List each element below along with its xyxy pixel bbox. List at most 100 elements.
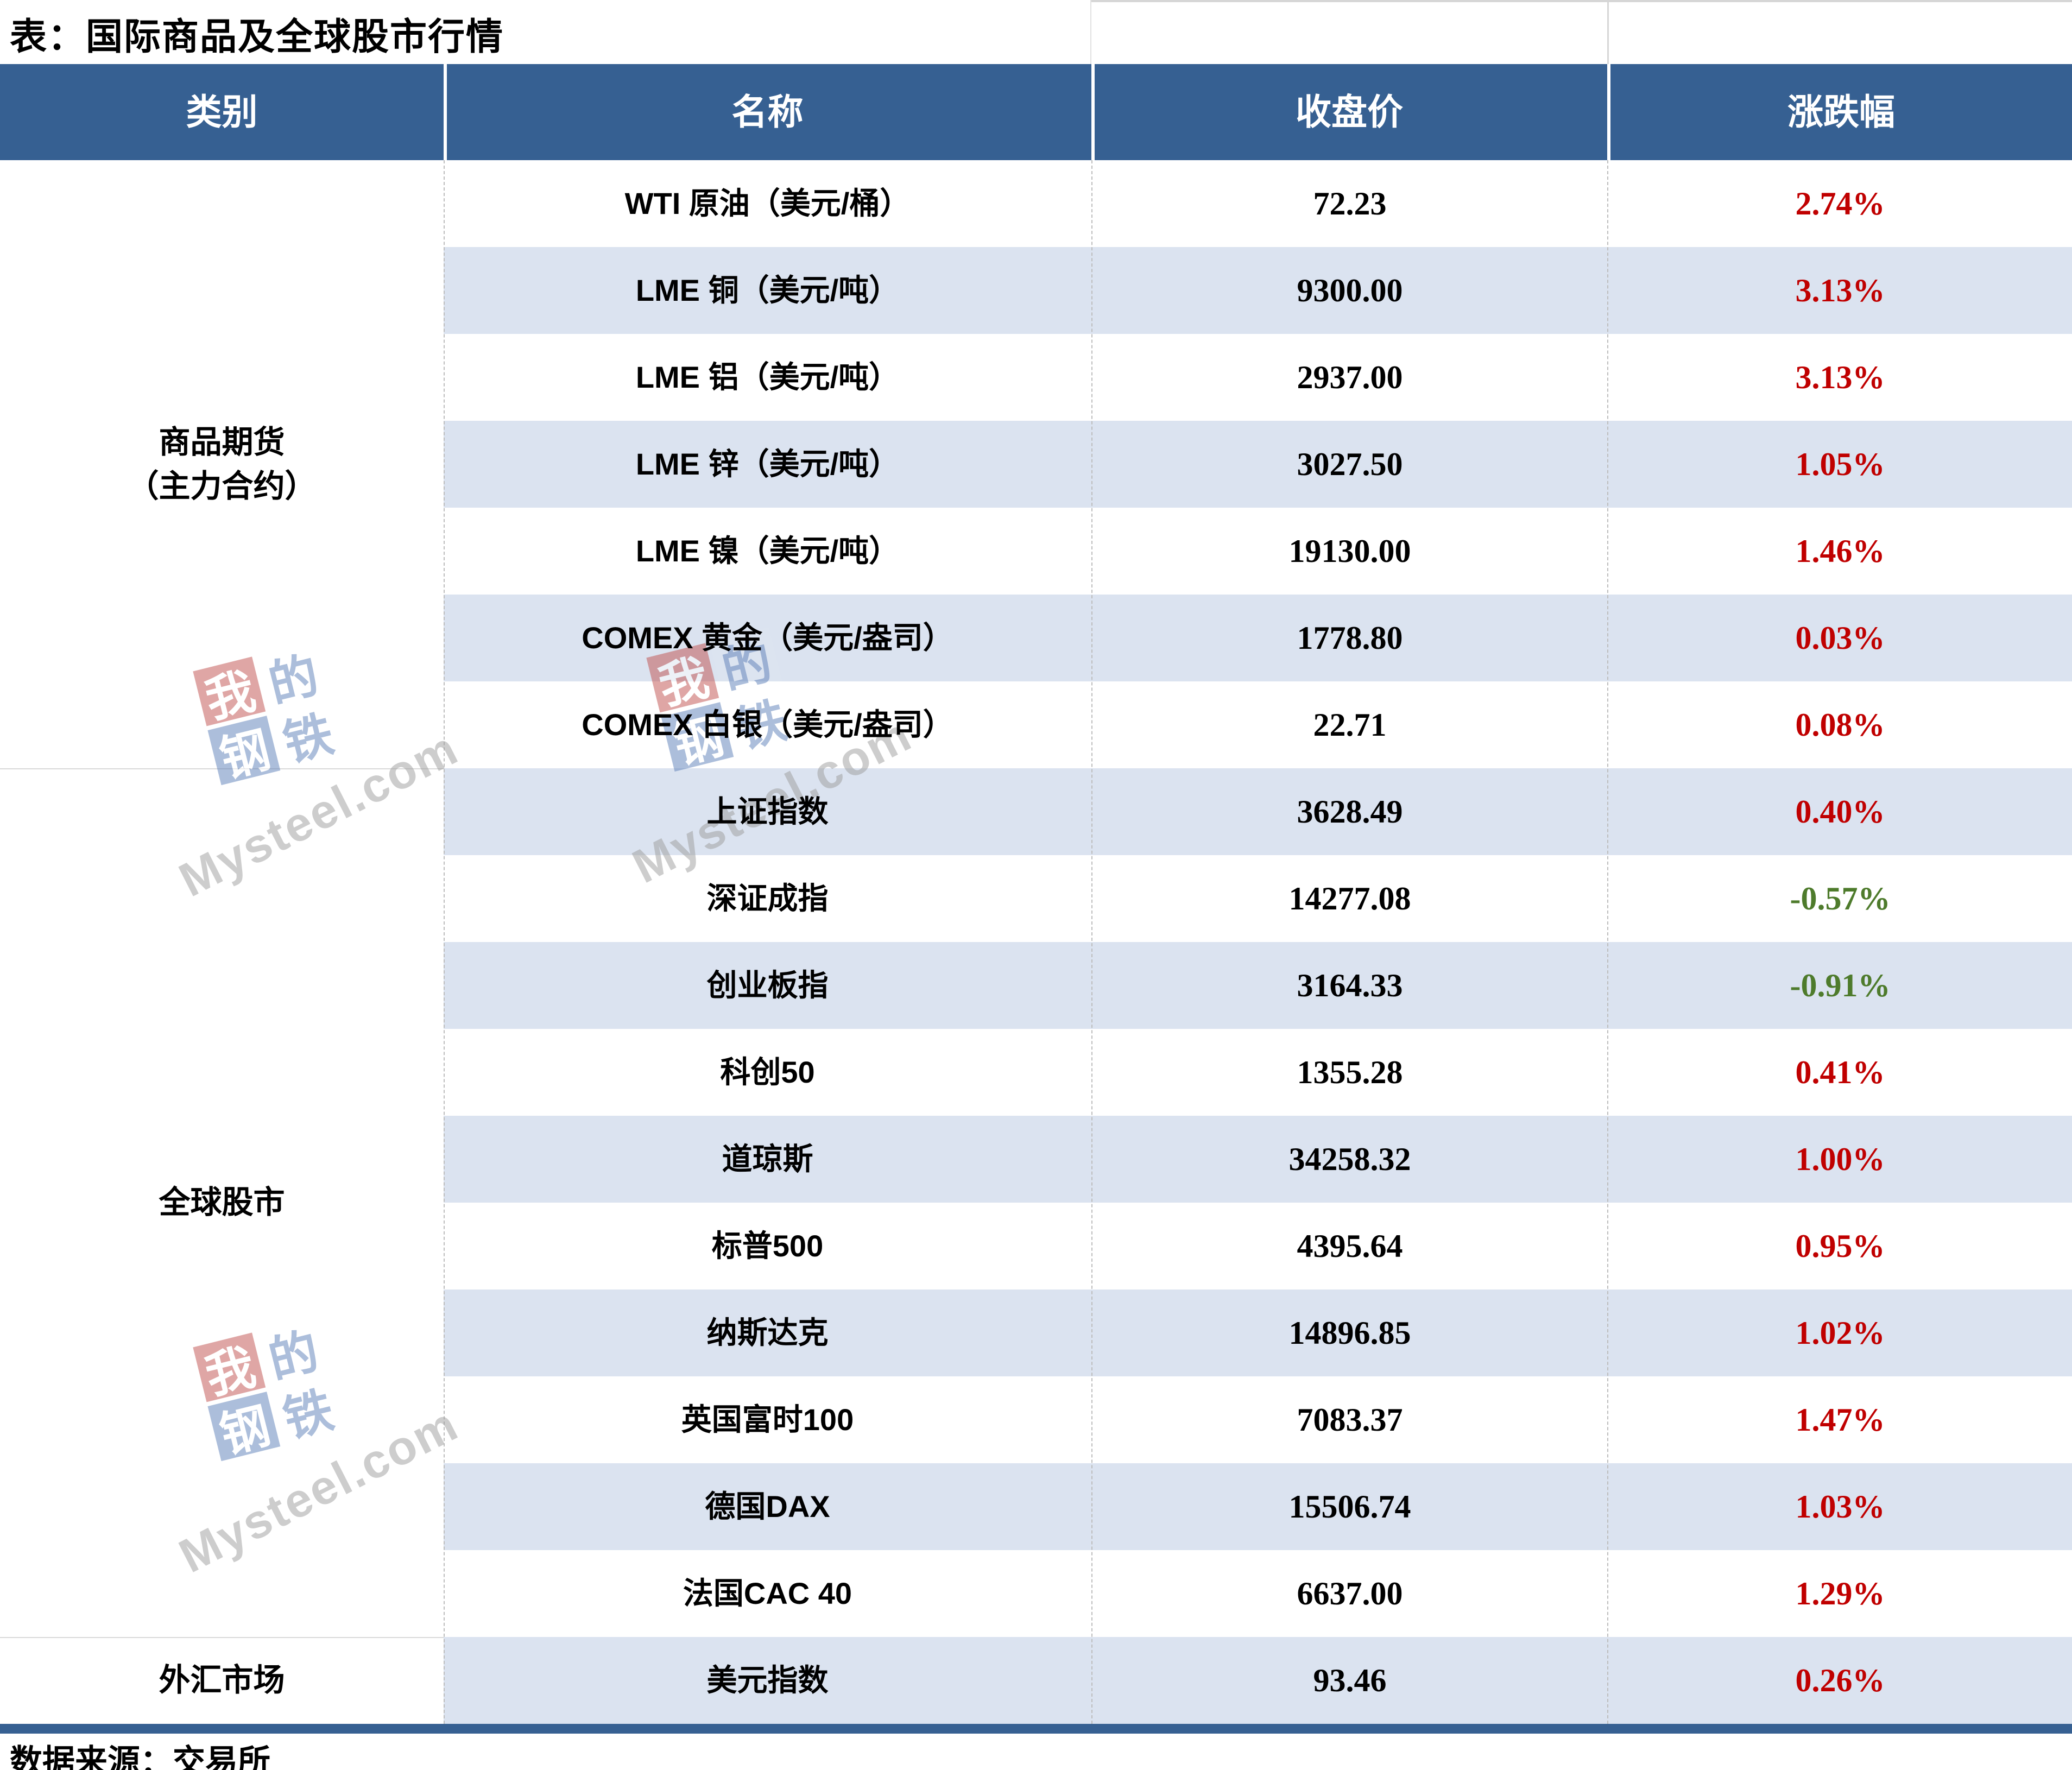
instrument-name-text: 法国CAC 40 <box>683 1576 852 1610</box>
instrument-name-text: 道琼斯 <box>722 1142 813 1176</box>
instrument-name-text: LME 镍（美元/吨） <box>635 534 900 568</box>
header-category: 类别 <box>186 92 258 132</box>
change-percent-text: 1.47% <box>1795 1402 1885 1438</box>
instrument-name: COMEX 白银（美元/盎司） <box>444 681 1091 768</box>
close-price: 72.23 <box>1091 160 1608 247</box>
change-percent: 1.02% <box>1608 1289 2072 1376</box>
change-percent-text: -0.91% <box>1790 968 1891 1003</box>
close-price: 7083.37 <box>1091 1376 1608 1463</box>
change-percent: 1.00% <box>1608 1116 2072 1203</box>
close-price-text: 1355.28 <box>1297 1054 1403 1090</box>
category-forex-market: 外汇市场 <box>0 1637 444 1724</box>
instrument-name-text: 上证指数 <box>706 794 829 829</box>
instrument-name: 美元指数 <box>444 1637 1091 1724</box>
instrument-name: 深证成指 <box>444 855 1091 942</box>
table-row: 道琼斯 34258.32 1.00% <box>0 1116 2072 1203</box>
close-price-text: 19130.00 <box>1288 533 1411 569</box>
instrument-name: 科创50 <box>444 1029 1091 1116</box>
instrument-name-text: 科创50 <box>720 1055 815 1089</box>
table-row: LME 铜（美元/吨） 9300.00 3.13% <box>0 247 2072 334</box>
instrument-name-text: COMEX 白银（美元/盎司） <box>582 707 953 742</box>
table-body: WTI 原油（美元/桶） 72.23 2.74% LME 铜（美元/吨） 930… <box>0 160 2072 1724</box>
close-price-text: 14277.08 <box>1288 881 1411 916</box>
instrument-name: LME 锌（美元/吨） <box>444 421 1091 508</box>
close-price: 9300.00 <box>1091 247 1608 334</box>
close-price: 22.71 <box>1091 681 1608 768</box>
change-percent: 3.13% <box>1608 334 2072 421</box>
instrument-name-text: 美元指数 <box>706 1663 829 1697</box>
change-percent-text: 0.26% <box>1795 1662 1885 1698</box>
category-text: 全球股市 <box>159 1185 285 1221</box>
instrument-name-text: 深证成指 <box>706 881 829 915</box>
table-row: COMEX 黄金（美元/盎司） 1778.80 0.03% <box>0 595 2072 681</box>
close-price: 2937.00 <box>1091 334 1608 421</box>
instrument-name: 道琼斯 <box>444 1116 1091 1203</box>
column-divider <box>444 160 445 1724</box>
instrument-name-text: 纳斯达克 <box>706 1316 829 1350</box>
category-global-stocks: 全球股市 <box>0 768 444 1637</box>
close-price: 34258.32 <box>1091 1116 1608 1203</box>
table-row: 上证指数 3628.49 0.40% <box>0 768 2072 855</box>
instrument-name: 纳斯达克 <box>444 1289 1091 1376</box>
close-price: 19130.00 <box>1091 508 1608 595</box>
change-percent-text: 0.40% <box>1795 794 1885 830</box>
table-row: 德国DAX 15506.74 1.03% <box>0 1463 2072 1550</box>
change-percent: 1.46% <box>1608 508 2072 595</box>
change-percent-text: 1.46% <box>1795 533 1885 569</box>
instrument-name-text: LME 铜（美元/吨） <box>635 273 900 307</box>
change-percent: 1.47% <box>1608 1376 2072 1463</box>
table-row: LME 锌（美元/吨） 3027.50 1.05% <box>0 421 2072 508</box>
change-percent: 1.03% <box>1608 1463 2072 1550</box>
category-text: 商品期货 <box>159 424 285 460</box>
change-percent: 0.40% <box>1608 768 2072 855</box>
close-price: 14277.08 <box>1091 855 1608 942</box>
close-price-text: 3027.50 <box>1297 446 1403 482</box>
table-row: 法国CAC 40 6637.00 1.29% <box>0 1550 2072 1637</box>
table-row: 深证成指 14277.08 -0.57% <box>0 855 2072 942</box>
close-price-text: 2937.00 <box>1297 359 1403 395</box>
instrument-name: LME 铝（美元/吨） <box>444 334 1091 421</box>
close-price: 3628.49 <box>1091 768 1608 855</box>
instrument-name-text: LME 铝（美元/吨） <box>635 360 900 394</box>
instrument-name: 英国富时100 <box>444 1376 1091 1463</box>
header-separator <box>1607 64 1610 160</box>
instrument-name-text: 德国DAX <box>705 1489 830 1524</box>
close-price-text: 6637.00 <box>1297 1576 1403 1611</box>
title-column-divider-2 <box>1607 0 1609 64</box>
change-percent: 0.03% <box>1608 595 2072 681</box>
close-price-text: 1778.80 <box>1297 620 1403 656</box>
change-percent: 3.13% <box>1608 247 2072 334</box>
change-percent: 1.05% <box>1608 421 2072 508</box>
change-percent: 0.08% <box>1608 681 2072 768</box>
instrument-name-text: 英国富时100 <box>681 1402 854 1437</box>
header-change: 涨跌幅 <box>1787 92 1895 132</box>
header-separator <box>444 64 447 160</box>
change-percent-text: 3.13% <box>1795 273 1885 308</box>
close-price: 3027.50 <box>1091 421 1608 508</box>
instrument-name: 法国CAC 40 <box>444 1550 1091 1637</box>
close-price-text: 15506.74 <box>1288 1489 1411 1525</box>
change-percent-text: 3.13% <box>1795 359 1885 395</box>
close-price: 15506.74 <box>1091 1463 1608 1550</box>
header-name: 名称 <box>731 92 804 132</box>
table-row: 美元指数 93.46 0.26% <box>0 1637 2072 1724</box>
category-text: 外汇市场 <box>159 1662 285 1698</box>
close-price-text: 22.71 <box>1313 707 1387 743</box>
table-row: LME 铝（美元/吨） 2937.00 3.13% <box>0 334 2072 421</box>
table-row: 科创50 1355.28 0.41% <box>0 1029 2072 1116</box>
data-source-note: 数据来源：交易所 <box>10 1743 270 1770</box>
table-row: LME 镍（美元/吨） 19130.00 1.46% <box>0 508 2072 595</box>
change-percent-text: 0.41% <box>1795 1054 1885 1090</box>
close-price-text: 7083.37 <box>1297 1402 1403 1438</box>
column-divider <box>1607 160 1608 1724</box>
table-header: 类别 名称 收盘价 涨跌幅 <box>0 64 2072 160</box>
table-row: 英国富时100 7083.37 1.47% <box>0 1376 2072 1463</box>
change-percent-text: 1.02% <box>1795 1315 1885 1351</box>
close-price: 1355.28 <box>1091 1029 1608 1116</box>
header-close: 收盘价 <box>1296 92 1403 132</box>
close-price: 6637.00 <box>1091 1550 1608 1637</box>
category-commodity-futures: 商品期货 （主力合约） <box>0 160 444 768</box>
title-top-border <box>1091 0 2072 2</box>
close-price-text: 3164.33 <box>1297 968 1403 1003</box>
